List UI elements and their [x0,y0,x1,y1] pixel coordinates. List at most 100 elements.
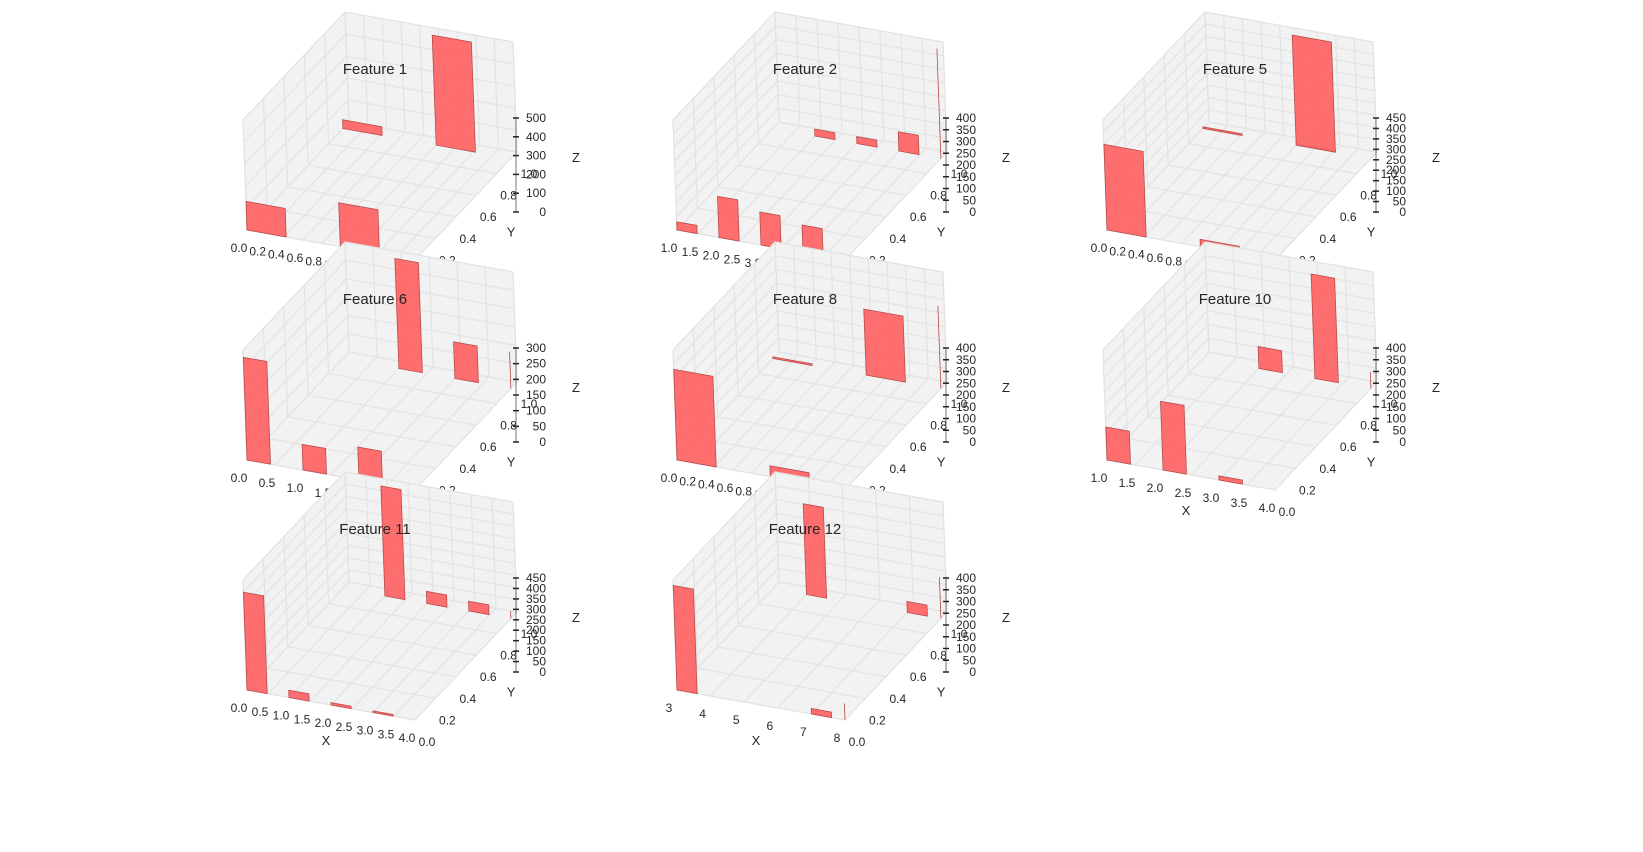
z-tick-label: 50 [1393,423,1407,437]
bar [906,601,928,617]
grid-line [675,553,947,663]
subplot-1: 0.00.20.40.60.81.01.21.41.61.8X0.00.20.4… [231,10,580,289]
z-tick-label: 200 [1386,163,1406,177]
z-tick-label: 400 [956,111,976,125]
x-tick-label: 2.5 [336,720,353,734]
subplot-8: 3 4 5 6 7 8X 0.00.20.40.60.81.0Y05010015020025… [666,470,1010,749]
grid-line [245,556,517,667]
z-tick-label: 50 [963,423,977,437]
y-tick-label: 0.8 [500,419,517,433]
bar [814,128,836,141]
z-tick-label: 200 [956,618,976,632]
y-tick-label: 0.4 [1319,232,1336,246]
z-tick-label: 300 [956,365,976,379]
grid-line [244,520,515,630]
x-tick-label: 2.0 [703,249,720,263]
z-tick-label: 50 [533,419,547,433]
x-tick-label: 0.2 [1109,244,1126,258]
y-tick-label: 1.0 [951,167,968,181]
grid-line [673,485,944,595]
bar [772,356,813,366]
z-tick-label: 150 [956,170,976,184]
y-tick-label: 0.8 [930,649,947,663]
grid-line [245,314,516,424]
z-tick-label: 50 [1393,195,1407,209]
y-axis-label: Y [507,685,516,700]
bar [372,710,394,717]
x-tick-label: 1.5 [294,712,311,726]
z-tick-label: 0 [1399,435,1406,449]
z-tick-label: 350 [526,592,546,606]
z-tick-label: 250 [956,606,976,620]
y-tick-label: 0.6 [480,440,497,454]
x-tick-label: 2.5 [724,252,741,266]
x-tick-label: 1.0 [1091,471,1108,485]
z-tick-label: 100 [956,412,976,426]
z-tick-label: 300 [526,602,546,616]
y-axis-label: Y [1367,225,1376,240]
subplot-title: Feature 10 [1199,291,1272,308]
y-tick-label: 0.6 [1340,440,1357,454]
x-tick-label: 4.0 [1259,501,1276,515]
grid-line [673,498,945,608]
bar [453,341,479,384]
y-tick-label: 0.6 [480,210,497,224]
z-tick-label: 100 [1386,412,1406,426]
bar [1103,143,1147,238]
z-tick-label: 400 [526,130,546,144]
z-tick-label: 200 [526,372,546,386]
z-tick-label: 300 [1386,365,1406,379]
bar [856,136,878,148]
z-tick-label: 250 [1386,376,1406,390]
x-tick-label: 1.5 [1119,476,1136,490]
x-tick-label: 2.5 [1175,486,1192,500]
bar [936,48,942,159]
z-tick-label: 350 [956,123,976,137]
y-tick-label: 0.2 [1299,483,1316,497]
z-tick-label: 50 [963,653,977,667]
y-tick-label: 1.0 [951,397,968,411]
grid-line [674,526,946,636]
grid-line [673,268,945,378]
z-tick-label: 150 [1386,400,1406,414]
bar [394,258,423,374]
y-axis-label: Y [937,225,946,240]
z-tick-label: 450 [1386,111,1406,125]
y-tick-label: 0.8 [1360,419,1377,433]
z-tick-label: 400 [956,341,976,355]
z-tick-label: 300 [526,149,546,163]
subplot-title: Feature 12 [769,521,842,538]
x-tick-label: 0.0 [231,701,248,715]
z-tick-label: 250 [956,376,976,390]
grid-line [675,93,947,203]
y-tick-label: 0.8 [1360,189,1377,203]
z-axis-label: Z [1002,150,1010,165]
subplot-3: 0.00.20.40.60.81.01.21.41.61.8X0.00.20.4… [1091,10,1440,289]
z-axis-label: Z [1432,380,1440,395]
y-tick-label: 0.4 [889,232,906,246]
bar [863,308,906,383]
x-tick-label: 0.5 [259,476,276,490]
y-tick-label: 0.2 [869,713,886,727]
bar [245,200,287,238]
bar [468,600,490,616]
z-axis-label: Z [1432,150,1440,165]
bar [380,485,406,601]
bar [1202,126,1243,136]
y-axis-label: Y [937,455,946,470]
z-tick-label: 350 [1386,353,1406,367]
y-tick-label: 0.2 [439,713,456,727]
grid-line [246,569,517,679]
subplot-2: 1.01.52.02.53.03.54.04.55.0X0.00.20.40.6… [661,10,1010,289]
grid-line [674,282,945,392]
z-tick-label: 150 [526,388,546,402]
y-tick-label: 1.0 [951,627,968,641]
subplot-title: Feature 6 [343,291,407,308]
z-tick-label: 300 [956,595,976,609]
grid-line [1102,11,1374,121]
y-tick-label: 0.0 [1279,505,1296,519]
y-tick-label: 0.8 [930,189,947,203]
bar [717,195,740,242]
z-axis-label: Z [1002,380,1010,395]
z-tick-label: 350 [1386,132,1406,146]
